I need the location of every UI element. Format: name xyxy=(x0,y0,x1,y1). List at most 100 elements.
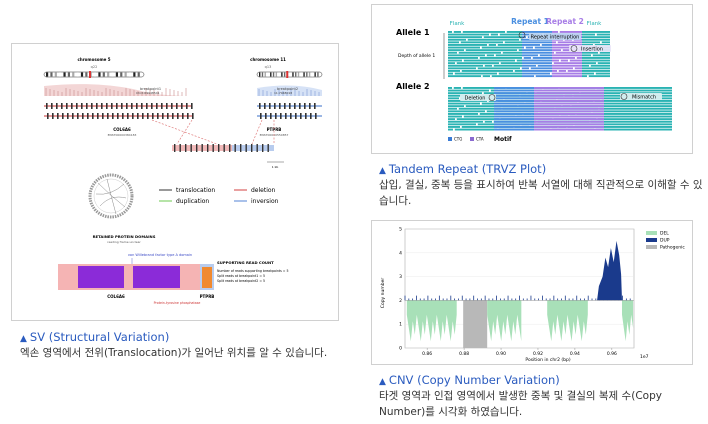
mismatch-label: Mismatch xyxy=(632,95,656,101)
exon-mark xyxy=(81,103,83,109)
read-mismatch xyxy=(566,70,568,72)
legend-pathogenic-swatch xyxy=(646,245,657,249)
read-mismatch xyxy=(505,31,507,33)
breakpoint-a-position: ChrX:69948541 xyxy=(136,91,160,95)
ideogram-band xyxy=(272,72,275,77)
read-mismatch xyxy=(575,57,577,59)
read-segment xyxy=(522,62,552,65)
ideogram-band xyxy=(261,72,264,77)
exon-mark xyxy=(260,113,262,119)
read-mismatch xyxy=(492,64,494,67)
read-segment xyxy=(582,51,610,54)
read-mismatch xyxy=(489,33,491,36)
read-mismatch xyxy=(515,59,517,62)
read-segment-repeat1 xyxy=(494,100,534,102)
read-segment xyxy=(582,44,610,46)
chromosome-b-band: q13 xyxy=(265,65,272,69)
ideogram-band xyxy=(317,72,319,77)
read-segment-repeat1 xyxy=(494,113,534,115)
exon-mark xyxy=(161,103,163,109)
chromosome-a-ideogram xyxy=(43,71,145,78)
exon-mark xyxy=(56,103,58,109)
exon-mark xyxy=(156,103,158,109)
cnv-region-del xyxy=(487,300,522,342)
exon-mark xyxy=(172,113,174,119)
read-segment xyxy=(522,57,552,59)
read-mismatch xyxy=(482,36,484,39)
fusion-exon-mark xyxy=(251,144,253,152)
read-mismatch xyxy=(558,31,560,33)
ideogram-band xyxy=(128,72,132,77)
read-mismatch xyxy=(526,36,528,39)
ideogram-band xyxy=(278,72,280,77)
read-mismatch xyxy=(550,72,552,75)
read-mismatch xyxy=(501,51,503,54)
read-segment xyxy=(552,59,582,62)
read-segment xyxy=(522,46,552,49)
exon-mark xyxy=(314,103,316,109)
read-segment-repeat1 xyxy=(494,115,534,118)
fusion-exon-mark xyxy=(190,144,192,152)
ideogram-band xyxy=(120,72,123,77)
read-segment xyxy=(522,44,552,46)
read-mismatch xyxy=(531,57,533,59)
cnv-y-tick-label: 3 xyxy=(399,274,402,280)
triangle-icon: ▲ xyxy=(379,377,386,387)
exon-mark xyxy=(259,103,261,109)
exon-mark xyxy=(86,103,88,109)
legend-inversion: inversion xyxy=(251,198,279,205)
fusion-exon-mark xyxy=(179,144,181,152)
exon-mark xyxy=(117,113,119,119)
ideogram-band xyxy=(259,72,261,77)
exon-mark xyxy=(181,103,183,109)
read-segment xyxy=(582,36,610,39)
cnv-caption-title: ▲ CNV (Copy Number Variation) xyxy=(379,373,705,387)
read-segment xyxy=(582,64,610,67)
read-segment xyxy=(607,105,672,108)
read-segment xyxy=(522,75,552,78)
depth-label: Depth of allele 1 xyxy=(398,53,435,59)
exon-mark xyxy=(270,113,272,119)
ideogram-band xyxy=(50,72,53,77)
exon-mark xyxy=(166,103,168,109)
read-segment xyxy=(522,31,552,33)
cnv-x-offset: 1e7 xyxy=(640,354,649,360)
exon-mark xyxy=(72,113,74,119)
ideogram-band xyxy=(72,72,75,77)
read-mismatch xyxy=(538,54,540,57)
exon-mark xyxy=(274,103,276,109)
exon-marks xyxy=(46,103,317,119)
domains-title: RETAINED PROTEIN DOMAINS xyxy=(93,234,156,239)
read-mismatch xyxy=(559,59,561,62)
ideogram-band xyxy=(137,72,140,77)
read-segment-repeat2 xyxy=(534,89,604,92)
exon-mark xyxy=(77,113,79,119)
read-segment xyxy=(448,33,522,36)
exon-mark xyxy=(71,103,73,109)
read-mismatch xyxy=(536,64,538,67)
read-segment xyxy=(607,100,672,102)
read-mismatch xyxy=(460,126,462,128)
read-segment xyxy=(522,49,552,52)
read-segment xyxy=(448,51,522,54)
read-segment-repeat1 xyxy=(494,107,534,110)
read-segment xyxy=(552,46,582,49)
read-mismatch xyxy=(466,38,468,41)
read-mismatch xyxy=(485,110,487,113)
exon-mark xyxy=(191,103,193,109)
exon-mark xyxy=(275,113,277,119)
cnv-region-del xyxy=(547,300,588,342)
fusion-exon-mark xyxy=(262,144,264,152)
read-mismatch xyxy=(480,46,482,49)
exon-mark xyxy=(102,113,104,119)
read-segment xyxy=(607,118,672,121)
exon-mark xyxy=(82,113,84,119)
exon-mark xyxy=(116,103,118,109)
exon-mark xyxy=(47,113,49,119)
motif-ctg-label: CTG xyxy=(454,137,462,142)
sv-caption-title-text: SV (Structural Variation) xyxy=(29,330,170,344)
read-segment-repeat1 xyxy=(494,105,534,108)
read-segment xyxy=(448,49,522,52)
exon-mark xyxy=(310,113,312,119)
exon-mark xyxy=(62,113,64,119)
